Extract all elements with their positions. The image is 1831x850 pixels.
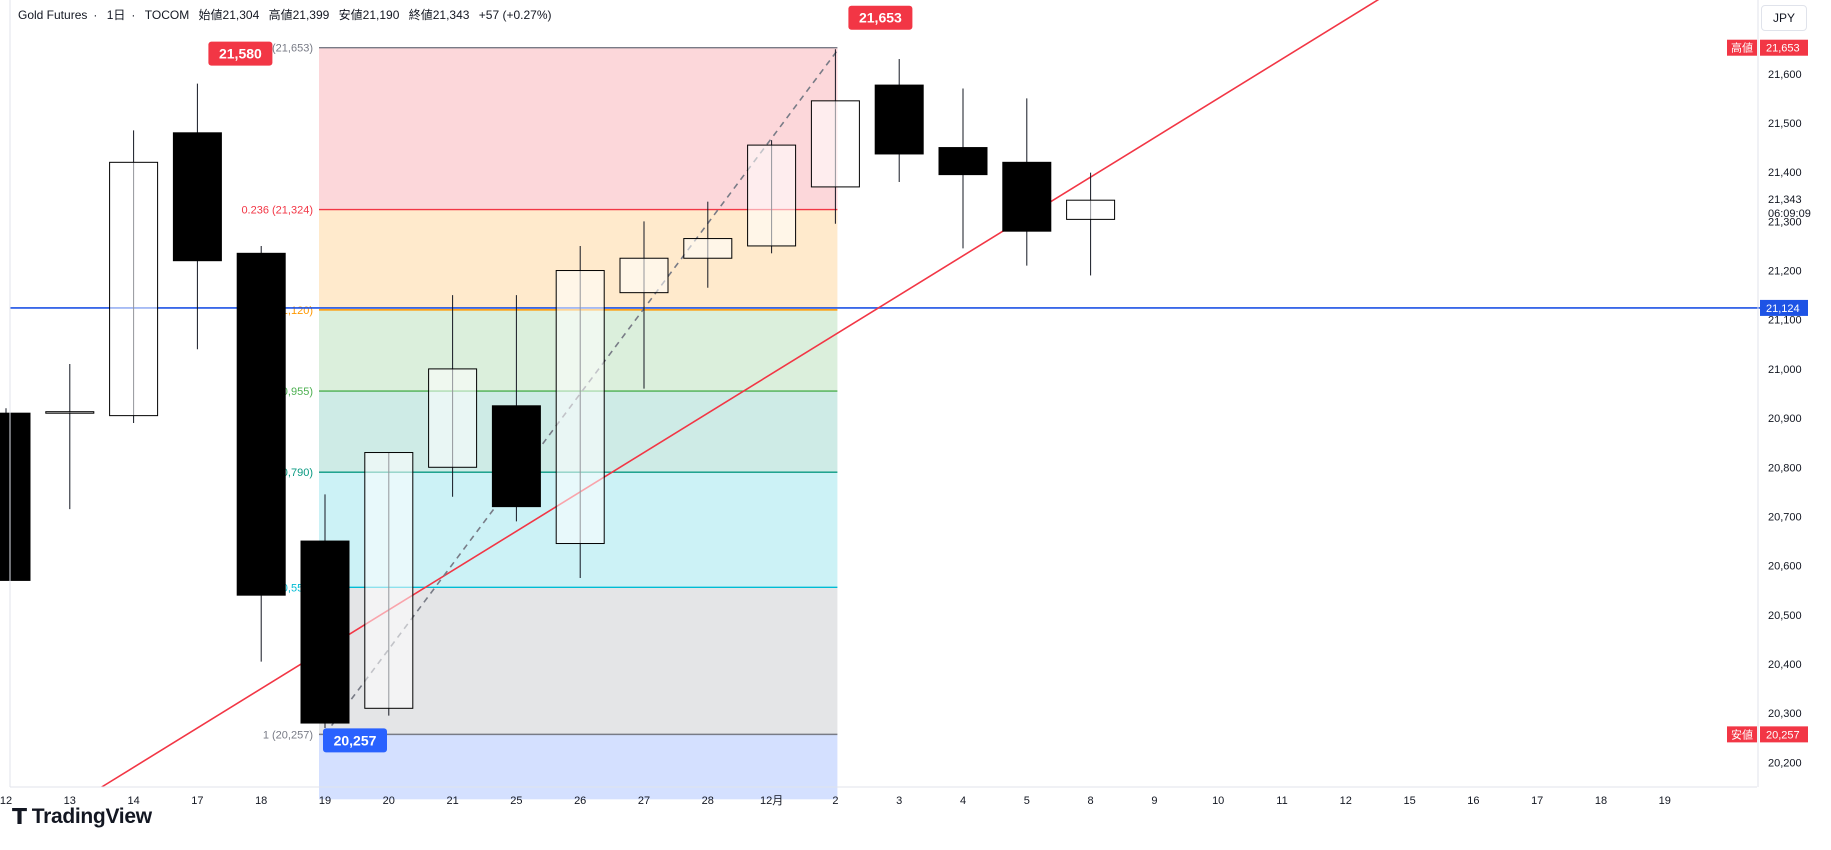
close-value: 終値21,343 bbox=[408, 8, 470, 22]
high-value-text: 21,653 bbox=[1766, 43, 1800, 55]
y-tick-label: 20,200 bbox=[1768, 757, 1802, 769]
x-tick-label: 27 bbox=[638, 795, 650, 807]
currency-button[interactable]: JPY bbox=[1761, 5, 1807, 31]
x-tick-label: 18 bbox=[255, 795, 267, 807]
low-tag-badge bbox=[1727, 726, 1757, 743]
candle[interactable] bbox=[45, 411, 95, 414]
x-tick-label: 17 bbox=[1531, 795, 1543, 807]
candle[interactable] bbox=[1066, 199, 1116, 220]
price-callout-text: 20,257 bbox=[334, 732, 377, 748]
x-tick-label: 12月 bbox=[760, 795, 783, 807]
x-tick-label: 2 bbox=[832, 795, 838, 807]
x-tick-label: 14 bbox=[127, 795, 139, 807]
y-tick-label: 20,500 bbox=[1768, 610, 1802, 622]
candle[interactable] bbox=[300, 540, 350, 724]
price-callout-badge[interactable] bbox=[323, 728, 387, 753]
x-tick-label: 5 bbox=[1024, 795, 1030, 807]
fib-level-label: 1 (20,257) bbox=[263, 729, 313, 741]
y-tick-label: 21,200 bbox=[1768, 266, 1802, 278]
tradingview-mark-icon: ꓔ bbox=[12, 804, 27, 829]
low-tag-text: 安値 bbox=[1731, 727, 1753, 741]
low-value-badge bbox=[1760, 726, 1808, 743]
low-value-text: 20,257 bbox=[1766, 729, 1800, 741]
price-callout-text: 21,653 bbox=[859, 10, 902, 26]
x-tick-label: 20 bbox=[383, 795, 395, 807]
y-tick-label: 20,400 bbox=[1768, 659, 1802, 671]
y-tick-label: 20,300 bbox=[1768, 708, 1802, 720]
x-tick-label: 3 bbox=[896, 795, 902, 807]
x-tick-label: 10 bbox=[1212, 795, 1224, 807]
symbol-header: Gold Futures · 1日 · TOCOM 始値21,304 高値21,39… bbox=[18, 8, 552, 22]
line-price-badge bbox=[1760, 299, 1808, 316]
candle[interactable] bbox=[428, 368, 478, 468]
x-tick-label: 26 bbox=[574, 795, 586, 807]
change-value: +57 (+0.27%) bbox=[478, 8, 552, 22]
y-tick-label: 20,700 bbox=[1768, 511, 1802, 523]
x-tick-label: 16 bbox=[1467, 795, 1479, 807]
x-tick-label: 19 bbox=[319, 795, 331, 807]
price-callout-badge[interactable] bbox=[208, 41, 273, 66]
candle[interactable] bbox=[874, 84, 924, 155]
y-tick-label: 21,400 bbox=[1768, 167, 1802, 179]
y-tick-label: 21,600 bbox=[1768, 69, 1802, 81]
symbol-name[interactable]: Gold Futures bbox=[18, 8, 88, 22]
x-tick-label: 9 bbox=[1151, 795, 1157, 807]
x-tick-label: 8 bbox=[1088, 795, 1094, 807]
x-tick-label: 21 bbox=[446, 795, 458, 807]
candle[interactable] bbox=[0, 412, 31, 581]
y-tick-label: 20,800 bbox=[1768, 462, 1802, 474]
logo-text: TradingView bbox=[31, 805, 152, 828]
x-tick-label: 19 bbox=[1659, 795, 1671, 807]
candle[interactable] bbox=[1002, 161, 1052, 232]
high-tag-text: 高値 bbox=[1731, 41, 1753, 55]
y-tick-label: 21,000 bbox=[1768, 364, 1802, 376]
open-value: 始値21,304 bbox=[198, 8, 260, 22]
candle[interactable] bbox=[938, 147, 988, 176]
last-price-label: 21,343 bbox=[1768, 194, 1802, 206]
fib-level-label: 0.236 (21,324) bbox=[241, 205, 313, 217]
x-tick-label: 25 bbox=[510, 795, 522, 807]
candle[interactable] bbox=[683, 238, 733, 259]
low-value: 安値21,190 bbox=[338, 8, 400, 22]
x-tick-label: 17 bbox=[191, 795, 203, 807]
x-tick-label: 13 bbox=[64, 795, 76, 807]
price-callout-text: 21,580 bbox=[219, 46, 262, 62]
x-tick-label: 18 bbox=[1595, 795, 1607, 807]
candle[interactable] bbox=[491, 405, 541, 508]
high-value-badge bbox=[1760, 39, 1808, 56]
candle[interactable] bbox=[109, 161, 159, 417]
fib-zone-extension bbox=[319, 734, 838, 800]
y-tick-label: 20,900 bbox=[1768, 413, 1802, 425]
x-tick-label: 4 bbox=[960, 795, 966, 807]
candle[interactable] bbox=[236, 252, 286, 596]
tradingview-logo[interactable]: ꓔ TradingView bbox=[12, 804, 152, 830]
candle[interactable] bbox=[810, 100, 860, 188]
candle[interactable] bbox=[555, 270, 605, 545]
x-tick-label: 11 bbox=[1276, 795, 1287, 807]
line-price-text: 21,124 bbox=[1766, 303, 1800, 315]
candle[interactable] bbox=[364, 452, 414, 709]
candle[interactable] bbox=[747, 144, 797, 247]
y-tick-label: 21,100 bbox=[1768, 315, 1802, 327]
exchange-label: TOCOM bbox=[144, 8, 190, 22]
y-tick-label: 20,600 bbox=[1768, 561, 1802, 573]
high-value: 高値21,399 bbox=[268, 8, 330, 22]
interval-label[interactable]: 1日 bbox=[106, 8, 126, 22]
x-tick-label: 12 bbox=[0, 795, 12, 807]
candle[interactable] bbox=[172, 132, 222, 262]
candle[interactable] bbox=[619, 257, 669, 294]
price-callout-badge[interactable] bbox=[848, 5, 913, 30]
y-tick-label: 21,300 bbox=[1768, 216, 1802, 228]
high-tag-badge bbox=[1727, 39, 1757, 56]
x-tick-label: 12 bbox=[1340, 795, 1352, 807]
fib-level-label: (21,653) bbox=[272, 43, 313, 55]
x-tick-label: 15 bbox=[1403, 795, 1415, 807]
y-tick-label: 21,500 bbox=[1768, 118, 1802, 130]
x-tick-label: 28 bbox=[702, 795, 714, 807]
bar-countdown-label: 06:09:09 bbox=[1768, 208, 1811, 220]
